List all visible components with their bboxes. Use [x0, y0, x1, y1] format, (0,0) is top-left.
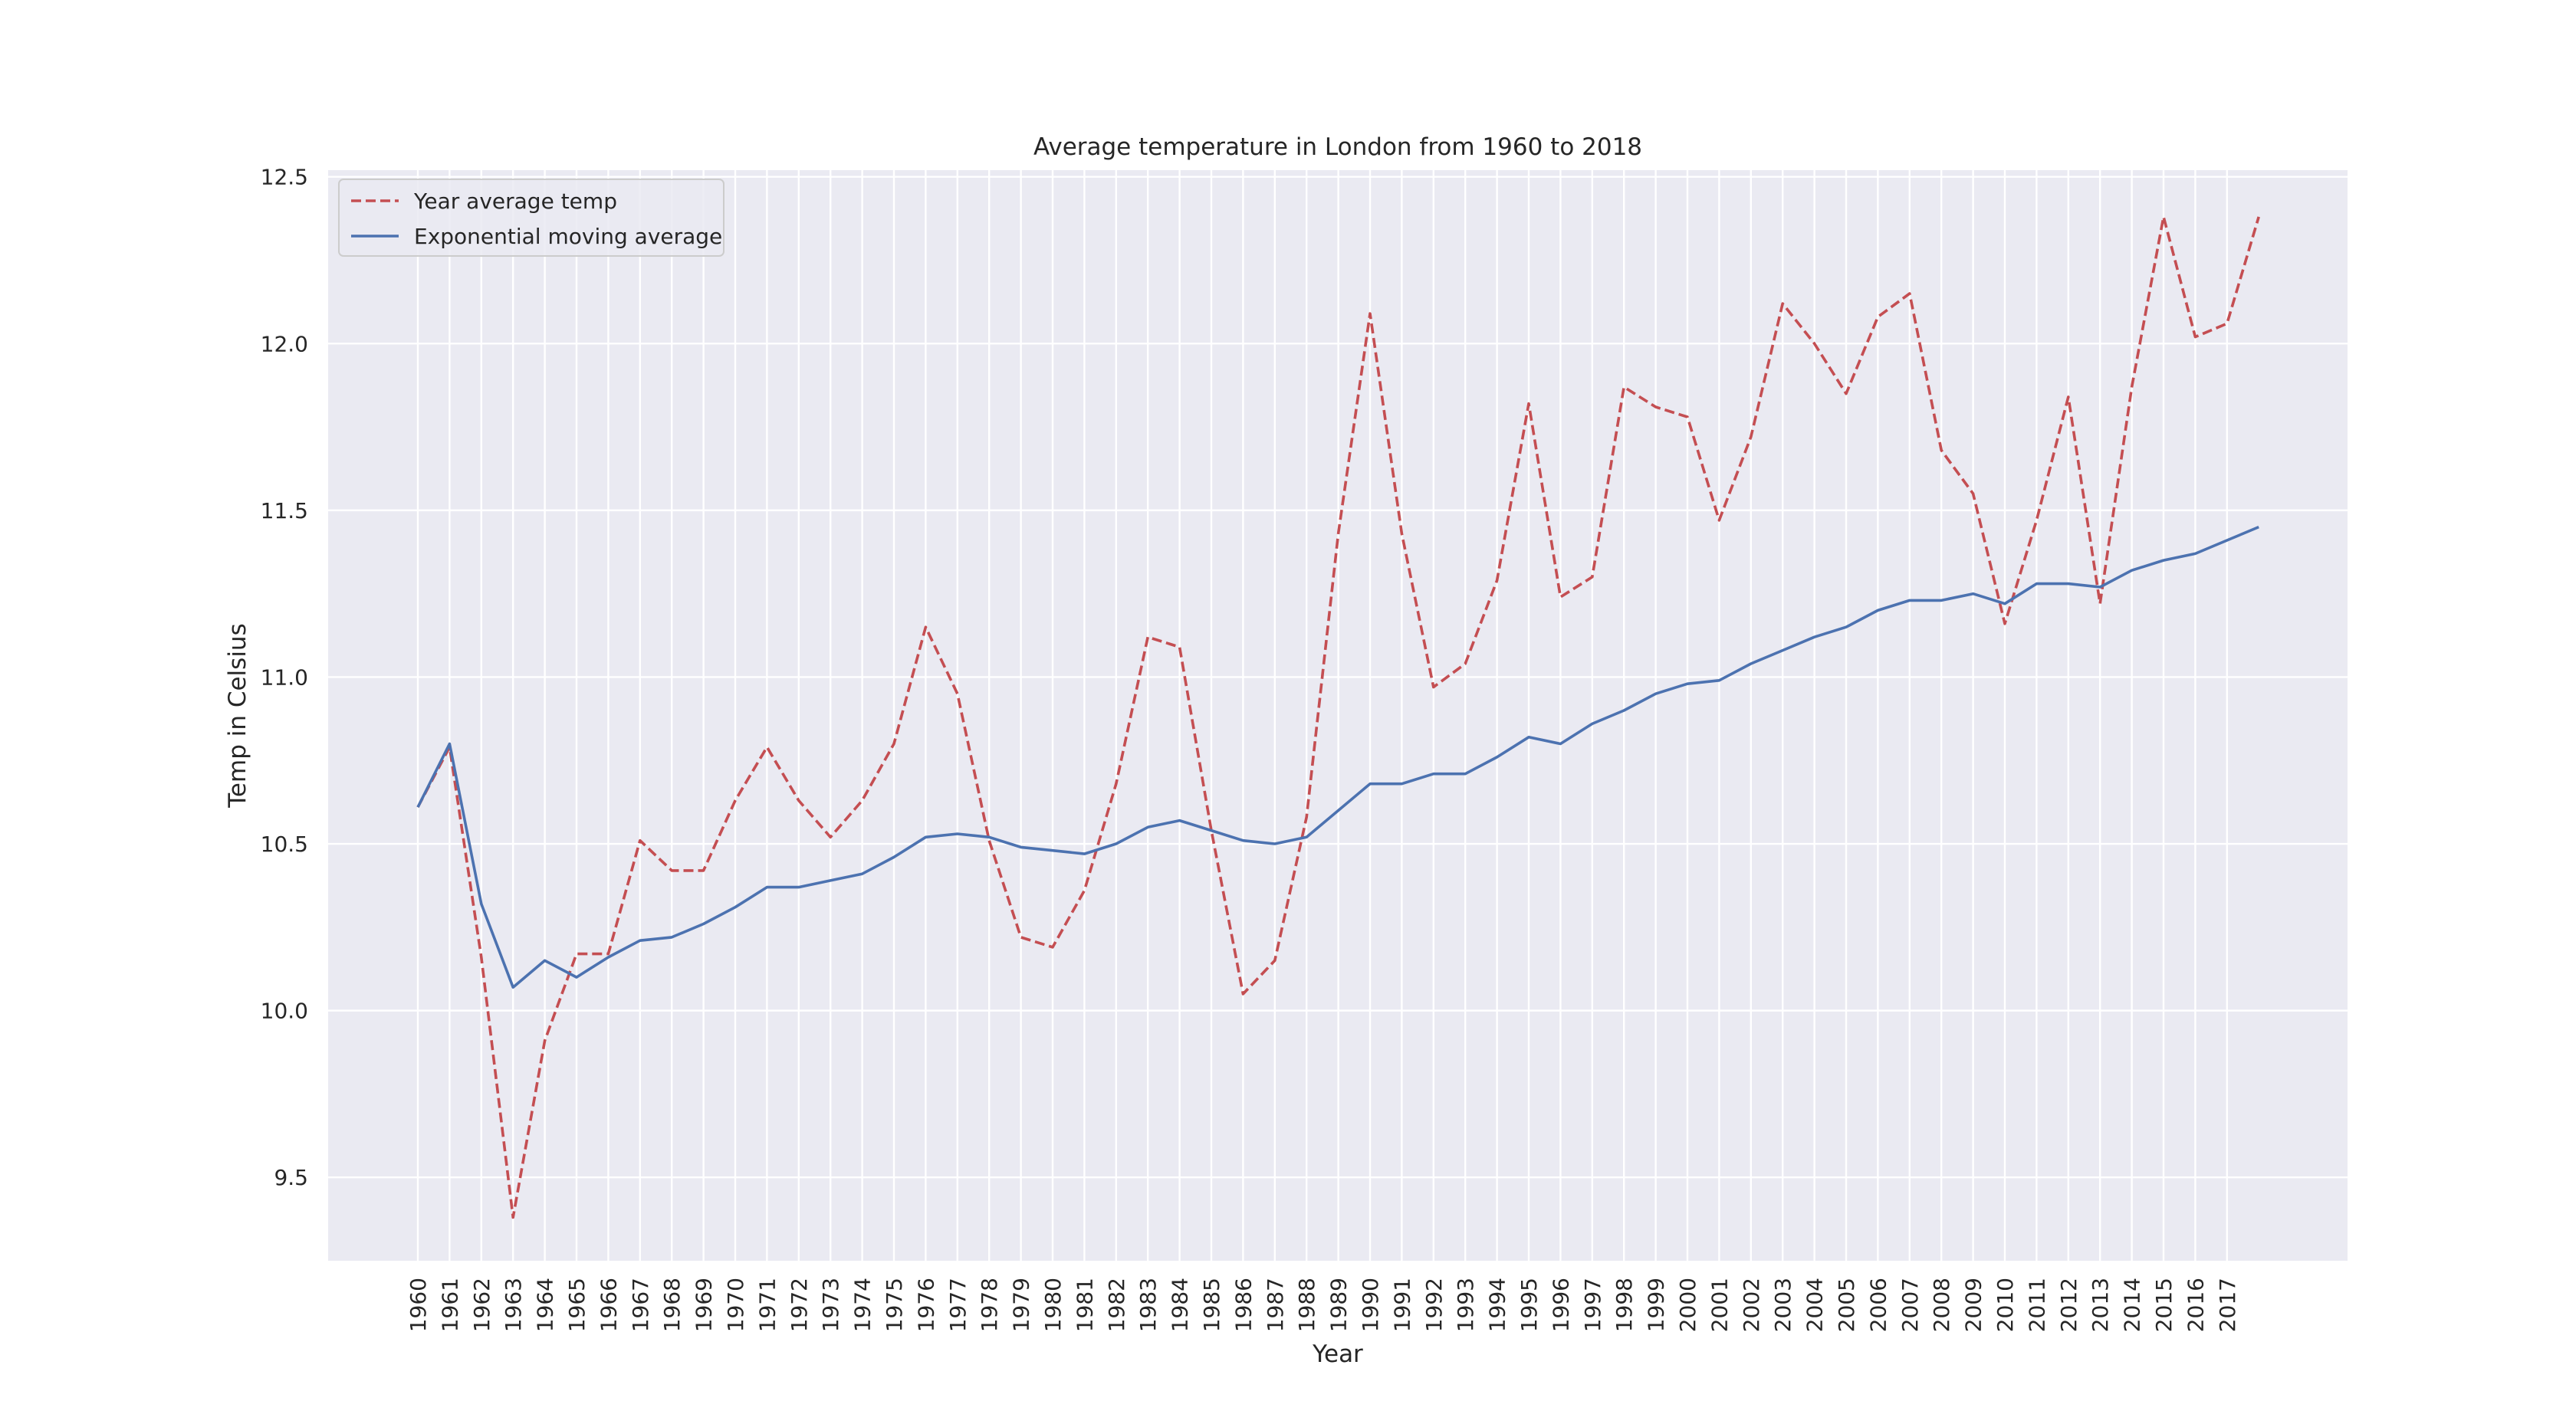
series-lines	[416, 215, 2260, 1219]
x-tick-label: 1974	[850, 1278, 876, 1332]
x-tick-label: 1971	[754, 1278, 780, 1332]
x-tick-label: 2009	[1961, 1278, 1986, 1332]
x-tick-label: 1982	[1104, 1278, 1129, 1332]
y-tick-label: 9.5	[274, 1165, 308, 1190]
x-tick-label: 1961	[437, 1278, 462, 1332]
x-tick-label: 1967	[628, 1278, 653, 1332]
chart-title: Average temperature in London from 1960 …	[1033, 133, 1642, 161]
x-tick-label: 2002	[1739, 1278, 1764, 1332]
x-tick-label: 1972	[787, 1278, 812, 1332]
x-tick-label: 2015	[2151, 1278, 2177, 1332]
x-tick-label: 2013	[2088, 1278, 2113, 1332]
x-tick-label: 1960	[406, 1278, 431, 1332]
x-tick-label: 1995	[1516, 1278, 1542, 1332]
x-tick-label: 1998	[1612, 1278, 1637, 1332]
x-tick-label: 2011	[2024, 1278, 2049, 1332]
x-tick-label: 1991	[1389, 1278, 1414, 1332]
x-tick-label: 1977	[945, 1278, 971, 1332]
x-tick-label: 1983	[1135, 1278, 1161, 1332]
x-tick-label: 1993	[1453, 1278, 1478, 1332]
y-axis-label: Temp in Celsius	[224, 623, 251, 808]
series-line-exponential-moving-average	[416, 525, 2259, 989]
x-tick-label: 1978	[977, 1278, 1002, 1332]
x-tick-label: 1988	[1294, 1278, 1319, 1332]
x-tick-label: 1989	[1326, 1278, 1352, 1332]
y-tick-label: 11.0	[261, 664, 308, 690]
legend-box	[338, 179, 724, 257]
axis-ticks: 1960 1961 1962 1963 1964 1965 1966 1967 1968 1969…	[261, 165, 2240, 1333]
y-tick-label: 12.0	[261, 331, 308, 356]
x-tick-label: 1979	[1009, 1278, 1034, 1332]
x-tick-label: 2012	[2056, 1278, 2082, 1332]
x-tick-label: 1999	[1644, 1278, 1669, 1332]
x-tick-label: 2004	[1802, 1278, 1828, 1332]
x-tick-label: 2000	[1675, 1278, 1700, 1332]
x-tick-label: 1992	[1421, 1278, 1447, 1332]
x-tick-label: 1965	[564, 1278, 590, 1332]
x-tick-label: 1963	[501, 1278, 526, 1332]
x-tick-label: 1976	[913, 1278, 938, 1332]
x-tick-label: 2017	[2215, 1278, 2240, 1332]
x-tick-label: 1980	[1040, 1278, 1066, 1332]
x-tick-label: 2010	[1993, 1278, 2018, 1332]
x-tick-label: 1975	[882, 1278, 907, 1332]
x-tick-label: 1973	[818, 1278, 843, 1332]
legend: Year average temp Exponential moving aver…	[338, 179, 724, 257]
x-tick-label: 1970	[723, 1278, 748, 1332]
x-tick-label: 2014	[2120, 1278, 2145, 1332]
x-tick-label: 1985	[1199, 1278, 1224, 1332]
x-tick-label: 2008	[1929, 1278, 1954, 1332]
x-tick-label: 1969	[692, 1278, 717, 1332]
x-tick-label: 1986	[1230, 1278, 1256, 1332]
x-tick-label: 1964	[533, 1278, 558, 1332]
x-tick-label: 2001	[1707, 1278, 1732, 1332]
x-tick-label: 2016	[2183, 1278, 2208, 1332]
x-tick-label: 1997	[1580, 1278, 1605, 1332]
y-tick-label: 12.5	[261, 165, 308, 190]
x-tick-label: 1996	[1548, 1278, 1573, 1332]
x-tick-label: 1968	[659, 1278, 685, 1332]
legend-entry-label: Year average temp	[413, 189, 617, 214]
y-tick-label: 11.5	[261, 498, 308, 523]
x-axis-label: Year	[1312, 1340, 1363, 1368]
x-tick-label: 1962	[469, 1278, 495, 1332]
x-tick-label: 2005	[1834, 1278, 1859, 1332]
y-tick-label: 10.5	[261, 832, 308, 857]
series-line-year-average-temp	[416, 215, 2260, 1219]
x-tick-label: 1994	[1485, 1278, 1510, 1332]
x-tick-label: 2007	[1898, 1278, 1923, 1332]
legend-entry-label: Exponential moving average	[414, 224, 722, 249]
x-tick-label: 1987	[1263, 1278, 1288, 1332]
x-tick-label: 1984	[1168, 1278, 1193, 1332]
x-tick-label: 2006	[1865, 1278, 1891, 1332]
x-tick-label: 2003	[1770, 1278, 1796, 1332]
y-tick-label: 10.0	[261, 999, 308, 1024]
x-tick-label: 1981	[1072, 1278, 1097, 1332]
grid-lines	[328, 170, 2348, 1261]
x-tick-label: 1966	[596, 1278, 621, 1332]
x-tick-label: 1990	[1358, 1278, 1383, 1332]
